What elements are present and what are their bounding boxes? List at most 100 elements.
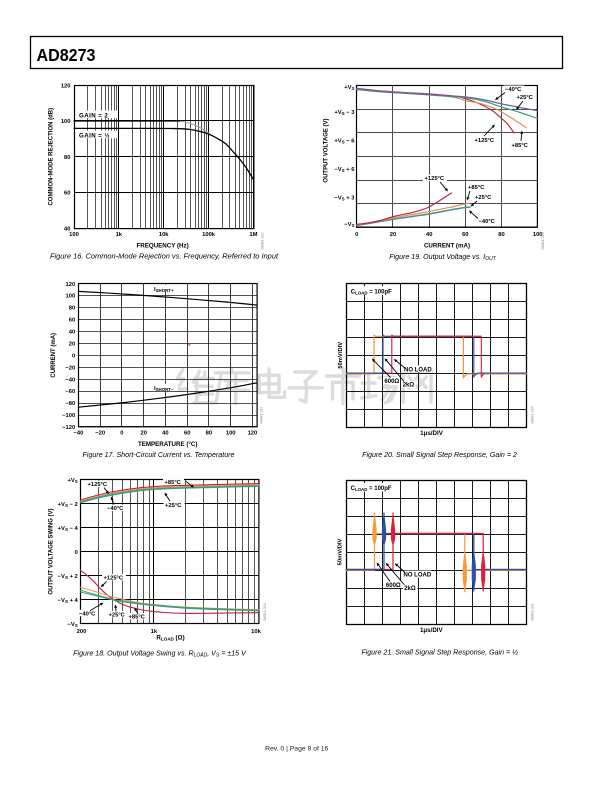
svg-text:1μs/DIV: 1μs/DIV [420, 627, 444, 634]
svg-text:CURRENT (mA): CURRENT (mA) [424, 242, 470, 249]
svg-text:60: 60 [184, 431, 190, 437]
svg-text:10k: 10k [159, 232, 169, 238]
svg-text:1k: 1k [116, 232, 123, 238]
svg-text:CURRENT (mA): CURRENT (mA) [51, 333, 57, 378]
svg-text:Figure 18. Output Voltage Swin: Figure 18. Output Voltage Swing vs. RLOA… [73, 649, 247, 658]
svg-text:−40°C: −40°C [107, 506, 124, 512]
svg-text:CLOAD = 100pF: CLOAD = 100pF [351, 486, 392, 492]
svg-text:Figure 20. Small Signal Step R: Figure 20. Small Signal Step Response, G… [362, 451, 517, 459]
svg-text:AD8273: AD8273 [37, 45, 96, 65]
svg-text:OUTPUT VOLTAGE (V): OUTPUT VOLTAGE (V) [324, 118, 330, 182]
svg-text:OUTPUT VOLTAGE SWING (V): OUTPUT VOLTAGE SWING (V) [49, 508, 55, 594]
svg-text:1k: 1k [151, 629, 158, 635]
svg-text:−40°C: −40°C [79, 611, 96, 617]
svg-text:−VS + 3: −VS + 3 [334, 195, 355, 201]
svg-text:100: 100 [533, 232, 543, 238]
svg-text:−60: −60 [65, 389, 75, 395]
svg-text:Figure 17. Short-Circuit Curre: Figure 17. Short-Circuit Current vs. Tem… [83, 451, 235, 459]
svg-text:100k: 100k [202, 232, 216, 238]
svg-text:−40°C: −40°C [479, 219, 496, 225]
svg-text:+25°C: +25°C [517, 95, 534, 101]
svg-text:−VS + 6: −VS + 6 [334, 167, 355, 173]
svg-text:+85°C: +85°C [468, 185, 485, 191]
svg-text:+125°C: +125°C [104, 575, 124, 581]
svg-text:FREQUENCY (Hz): FREQUENCY (Hz) [137, 242, 189, 249]
svg-text:CLOAD = 100pF: CLOAD = 100pF [351, 289, 392, 295]
svg-text:80: 80 [69, 306, 75, 312]
svg-text:−VS: −VS [68, 622, 78, 628]
svg-text:RLOAD (Ω): RLOAD (Ω) [156, 635, 184, 642]
svg-text:40: 40 [64, 226, 70, 232]
svg-text:−VS + 4: −VS + 4 [58, 598, 79, 604]
svg-text:2kΩ: 2kΩ [403, 383, 415, 389]
svg-text:+VS: +VS [68, 478, 78, 484]
svg-text:120: 120 [61, 83, 71, 89]
svg-text:−40: −40 [65, 377, 75, 383]
svg-text:−120: −120 [62, 425, 75, 431]
svg-text:80: 80 [498, 232, 504, 238]
svg-text:−100: −100 [62, 413, 75, 419]
svg-text:60: 60 [69, 318, 75, 324]
svg-text:40: 40 [426, 232, 432, 238]
svg-text:+VS − 2: +VS − 2 [58, 502, 78, 508]
svg-text:80: 80 [206, 431, 212, 437]
svg-text:−40°C: −40°C [505, 87, 522, 93]
svg-text:60: 60 [64, 191, 70, 197]
svg-text:08881-021: 08881-021 [530, 603, 534, 620]
svg-text:50mV/DIV: 50mV/DIV [338, 342, 344, 369]
svg-text:120: 120 [248, 431, 258, 437]
svg-text:0: 0 [75, 550, 78, 556]
svg-text:40: 40 [69, 330, 75, 336]
svg-text:0: 0 [72, 353, 75, 359]
svg-text:120: 120 [66, 282, 76, 288]
svg-text:100: 100 [61, 119, 71, 125]
svg-text:−40: −40 [73, 431, 83, 437]
svg-text:+25°C: +25°C [475, 195, 492, 201]
svg-text:+VS: +VS [344, 85, 354, 91]
svg-text:20: 20 [69, 342, 75, 348]
svg-text:−80: −80 [65, 401, 75, 407]
svg-text:TEMPERATURE (°C): TEMPERATURE (°C) [138, 441, 197, 448]
svg-text:−20: −20 [65, 365, 75, 371]
svg-text:NO LOAD: NO LOAD [404, 367, 432, 373]
svg-text:40: 40 [162, 431, 168, 437]
svg-text:+125°C: +125°C [88, 482, 108, 488]
svg-text:100: 100 [66, 294, 76, 300]
svg-text:+85°C: +85°C [129, 614, 146, 620]
svg-text:+VS − 4: +VS − 4 [58, 526, 79, 532]
svg-text:0: 0 [120, 431, 123, 437]
svg-text:+85°C: +85°C [512, 143, 529, 149]
svg-text:GAIN = ½: GAIN = ½ [79, 132, 110, 139]
svg-text:1μs/DIV: 1μs/DIV [420, 430, 444, 437]
svg-text:80: 80 [64, 155, 70, 161]
svg-text:200: 200 [77, 629, 87, 635]
svg-text:08881-017: 08881-017 [260, 406, 264, 423]
svg-text:08881-020: 08881-020 [531, 406, 535, 423]
svg-text:Figure 16. Common-Mode Rejecti: Figure 16. Common-Mode Rejection vs. Fre… [50, 252, 279, 261]
svg-text:60: 60 [462, 232, 468, 238]
svg-text:+85°C: +85°C [165, 480, 182, 486]
svg-text:ISHORT−: ISHORT− [154, 386, 174, 392]
svg-text:Figure 21. Small Signal Step R: Figure 21. Small Signal Step Response, G… [361, 648, 518, 656]
svg-text:−20: −20 [95, 431, 105, 437]
svg-text:20: 20 [140, 431, 146, 437]
svg-text:ISHORT+: ISHORT+ [154, 287, 174, 293]
svg-text:+125°C: +125°C [425, 176, 445, 182]
svg-text:0: 0 [355, 232, 358, 238]
svg-text:−VS: −VS [344, 222, 354, 228]
svg-text:08881-022: 08881-022 [261, 232, 265, 249]
svg-text:NO LOAD: NO LOAD [404, 573, 432, 579]
svg-text:+25°C: +25°C [109, 612, 126, 618]
svg-text:+25°C: +25°C [165, 503, 182, 509]
svg-text:+VS − 3: +VS − 3 [334, 110, 355, 116]
svg-text:2kΩ: 2kΩ [404, 586, 416, 592]
svg-text:600Ω: 600Ω [384, 379, 399, 385]
svg-text:GAIN = 2: GAIN = 2 [79, 112, 108, 119]
svg-text:+125°C: +125°C [475, 138, 495, 144]
svg-text:COMMON-MODE REJECTION (dB): COMMON-MODE REJECTION (dB) [49, 108, 55, 206]
svg-text:08881-018: 08881-018 [263, 603, 267, 620]
svg-text:100: 100 [226, 431, 236, 437]
svg-text:Rev. 0 | Page 8 of 16: Rev. 0 | Page 8 of 16 [265, 746, 328, 753]
svg-text:1M: 1M [249, 232, 257, 238]
svg-text:600Ω: 600Ω [386, 583, 401, 589]
